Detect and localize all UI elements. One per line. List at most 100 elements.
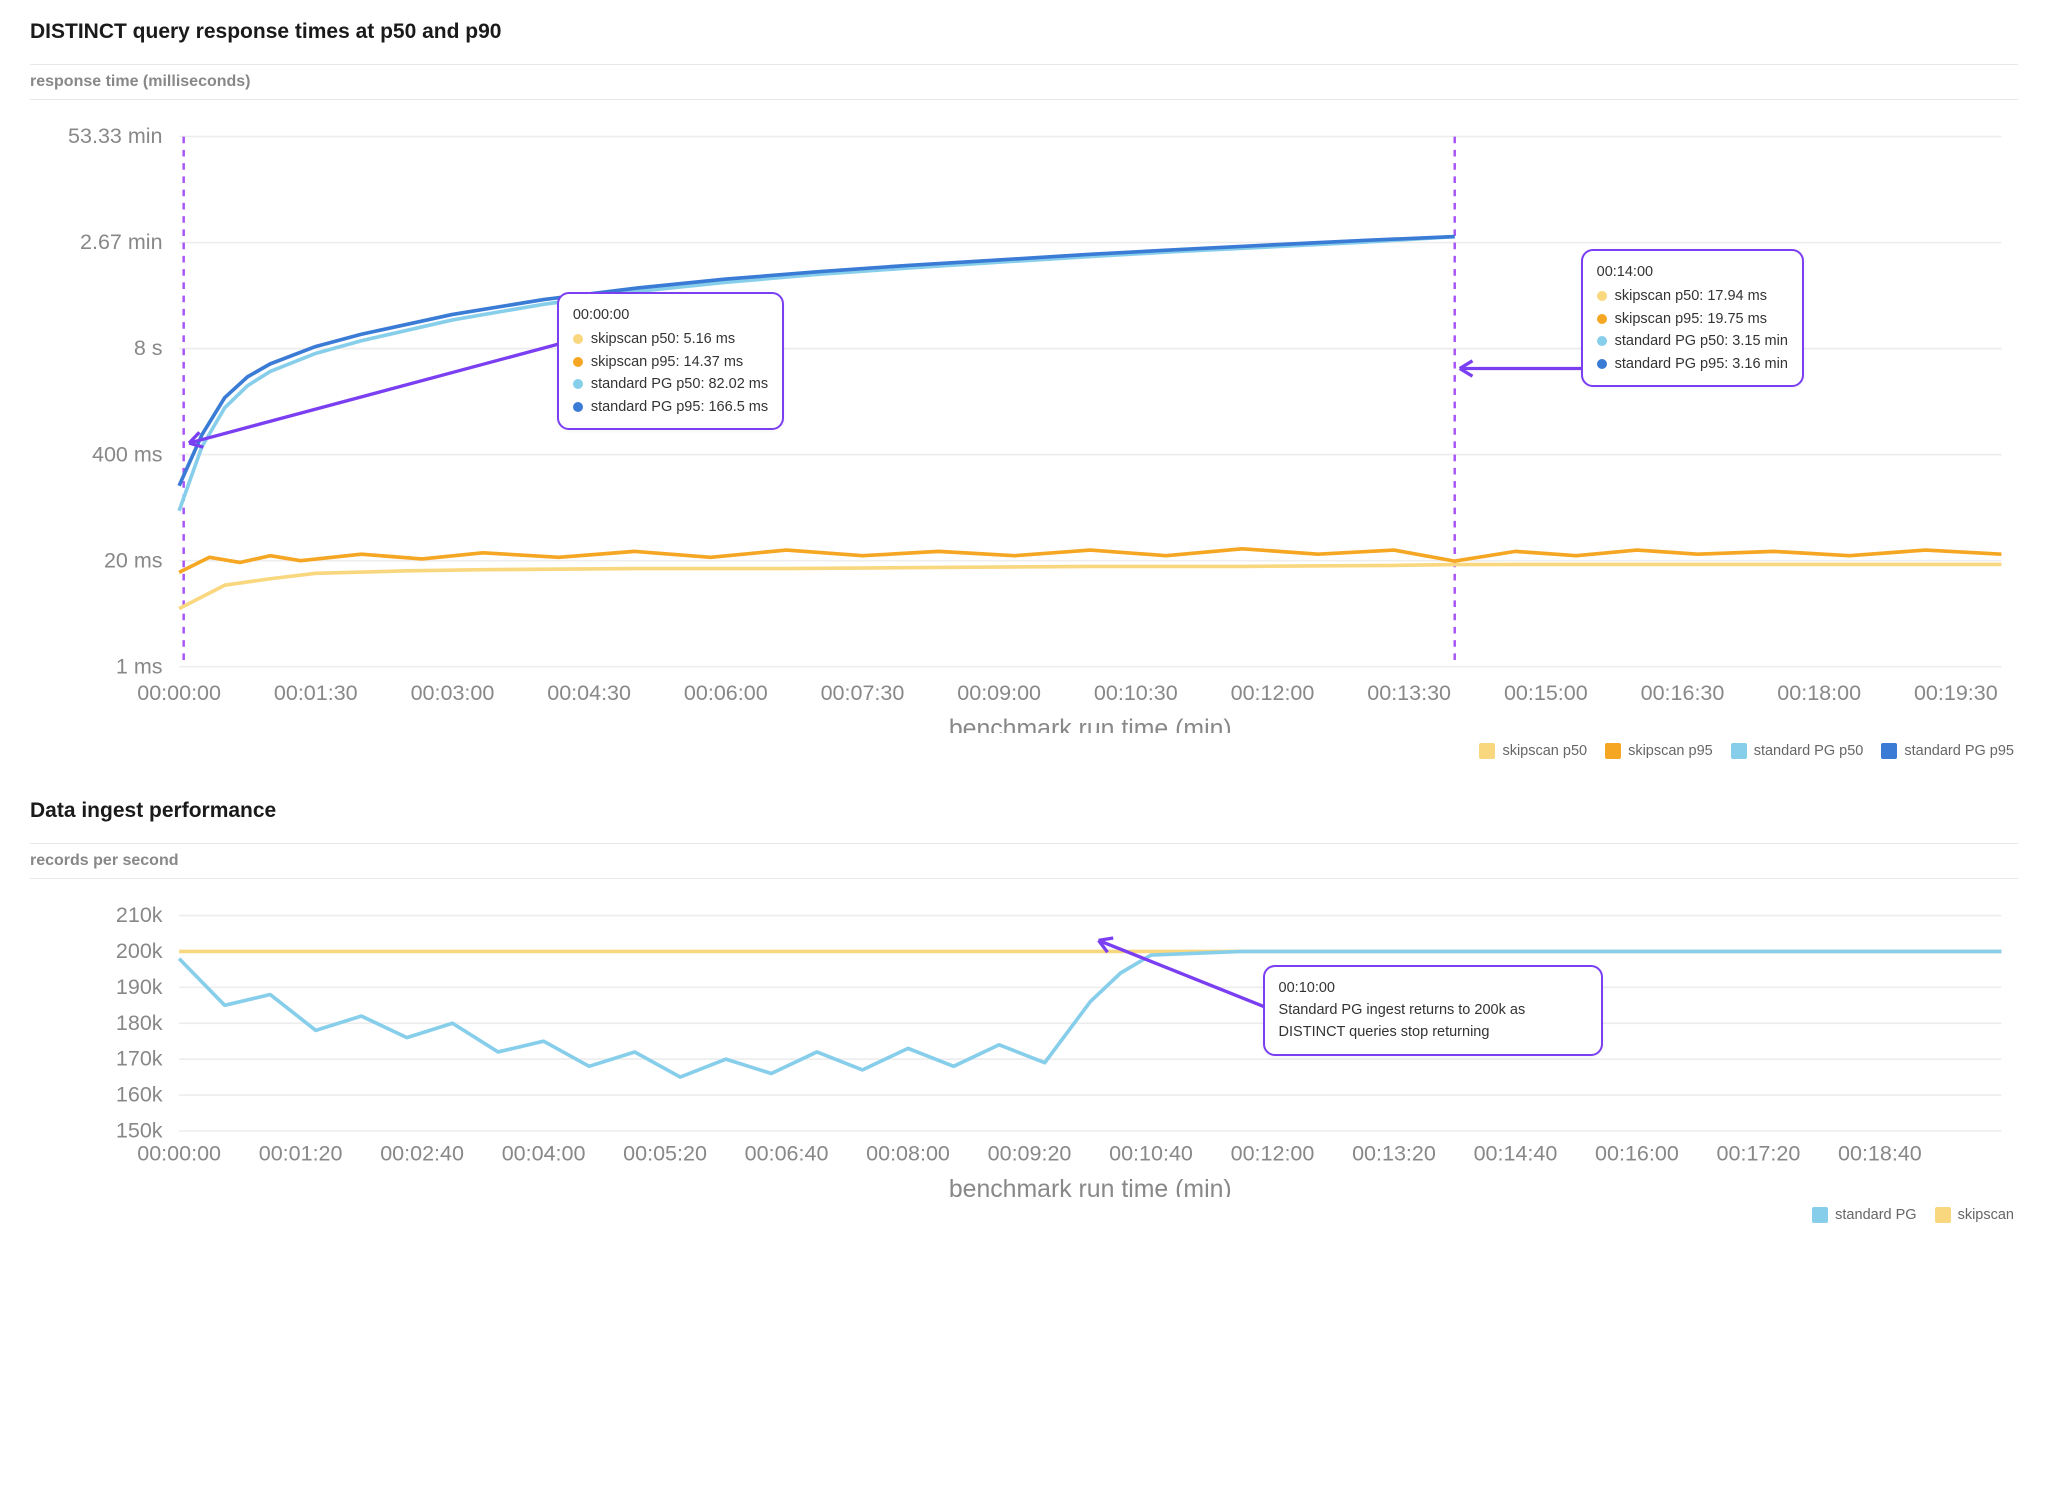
svg-text:00:04:00: 00:04:00 [502, 1142, 586, 1166]
svg-text:benchmark run time (min): benchmark run time (min) [949, 1176, 1232, 1197]
svg-text:00:04:30: 00:04:30 [547, 681, 631, 705]
legend-item: skipscan [1935, 1207, 2014, 1223]
svg-text:8 s: 8 s [134, 336, 163, 360]
svg-text:400 ms: 400 ms [92, 442, 163, 466]
svg-text:190k: 190k [116, 975, 163, 999]
callout-row: standard PG p50: 82.02 ms [573, 373, 768, 395]
legend-label: standard PG p50 [1754, 743, 1864, 759]
legend-label: skipscan [1958, 1207, 2014, 1223]
legend-item: skipscan p50 [1479, 743, 1587, 759]
svg-text:00:12:00: 00:12:00 [1231, 681, 1315, 705]
callout-row: skipscan p95: 19.75 ms [1597, 308, 1788, 330]
callout-row: skipscan p50: 5.16 ms [573, 328, 768, 350]
chart1-section: DISTINCT query response times at p50 and… [30, 20, 2018, 759]
callout-value: standard PG p50: 82.02 ms [591, 373, 768, 395]
svg-text:00:18:00: 00:18:00 [1777, 681, 1861, 705]
svg-text:00:13:20: 00:13:20 [1352, 1142, 1436, 1166]
svg-text:00:01:20: 00:01:20 [259, 1142, 343, 1166]
svg-text:20 ms: 20 ms [104, 548, 163, 572]
chart1-svg: 1 ms 20 ms 400 ms 8 s 2.67 min 53.33 min 00:00… [30, 120, 2018, 733]
chart1-callout-start: 00:00:00skipscan p50: 5.16 msskipscan p9… [557, 292, 784, 430]
svg-text:00:14:40: 00:14:40 [1474, 1142, 1558, 1166]
callout-value: standard PG p95: 3.16 min [1615, 353, 1788, 375]
series-dot [1597, 336, 1607, 346]
chart2-callout: 00:10:00Standard PG ingest returns to 20… [1263, 965, 1603, 1056]
svg-text:00:10:40: 00:10:40 [1109, 1142, 1193, 1166]
legend-item: standard PG p95 [1881, 743, 2014, 759]
svg-text:00:02:40: 00:02:40 [380, 1142, 464, 1166]
callout-row: skipscan p95: 14.37 ms [573, 351, 768, 373]
callout-row: standard PG p95: 3.16 min [1597, 353, 1788, 375]
svg-text:00:06:00: 00:06:00 [684, 681, 768, 705]
series-dot [1597, 359, 1607, 369]
callout-title: 00:10:00 [1279, 977, 1587, 999]
svg-text:210k: 210k [116, 903, 163, 927]
svg-text:00:07:30: 00:07:30 [821, 681, 905, 705]
svg-text:00:09:20: 00:09:20 [988, 1142, 1072, 1166]
svg-text:benchmark run time (min): benchmark run time (min) [949, 715, 1232, 733]
callout-title: 00:00:00 [573, 304, 768, 326]
legend-item: standard PG [1812, 1207, 1916, 1223]
callout-value: skipscan p50: 5.16 ms [591, 328, 735, 350]
callout-value: skipscan p50: 17.94 ms [1615, 285, 1767, 307]
legend-swatch [1935, 1207, 1951, 1223]
series-dot [1597, 291, 1607, 301]
series-dot [573, 357, 583, 367]
legend-swatch [1479, 743, 1495, 759]
series-dot [1597, 314, 1607, 324]
svg-text:00:00:00: 00:00:00 [137, 1142, 221, 1166]
svg-text:00:16:30: 00:16:30 [1641, 681, 1725, 705]
svg-text:00:15:00: 00:15:00 [1504, 681, 1588, 705]
legend-label: skipscan p95 [1628, 743, 1713, 759]
svg-text:00:05:20: 00:05:20 [623, 1142, 707, 1166]
chart2-legend: standard PG skipscan [30, 1197, 2018, 1223]
chart1-title: DISTINCT query response times at p50 and… [30, 20, 2018, 52]
svg-text:2.67 min: 2.67 min [80, 230, 163, 254]
chart2-title: Data ingest performance [30, 799, 2018, 831]
svg-text:160k: 160k [116, 1083, 163, 1107]
chart1-plot-area: 1 ms 20 ms 400 ms 8 s 2.67 min 53.33 min 00:00… [30, 120, 2018, 733]
callout-value: skipscan p95: 19.75 ms [1615, 308, 1767, 330]
svg-text:00:00:00: 00:00:00 [137, 681, 221, 705]
chart2-svg: 150k 160k 170k 180k 190k 200k 210k 00:00:00 00:0… [30, 899, 2018, 1197]
callout-title: 00:14:00 [1597, 261, 1788, 283]
legend-swatch [1605, 743, 1621, 759]
legend-item: standard PG p50 [1731, 743, 1864, 759]
svg-text:200k: 200k [116, 939, 163, 963]
legend-item: skipscan p95 [1605, 743, 1713, 759]
svg-text:00:09:00: 00:09:00 [957, 681, 1041, 705]
legend-label: standard PG p95 [1904, 743, 2014, 759]
callout-body: Standard PG ingest returns to 200k as DI… [1279, 999, 1587, 1044]
svg-text:00:08:00: 00:08:00 [866, 1142, 950, 1166]
svg-text:53.33 min: 53.33 min [68, 124, 163, 148]
svg-text:00:13:30: 00:13:30 [1367, 681, 1451, 705]
legend-swatch [1881, 743, 1897, 759]
svg-text:00:12:00: 00:12:00 [1231, 1142, 1315, 1166]
svg-text:00:18:40: 00:18:40 [1838, 1142, 1922, 1166]
series-dot [573, 379, 583, 389]
svg-text:00:17:20: 00:17:20 [1717, 1142, 1801, 1166]
series-dot [573, 402, 583, 412]
svg-text:00:03:00: 00:03:00 [411, 681, 495, 705]
svg-text:150k: 150k [116, 1119, 163, 1143]
callout-value: standard PG p95: 166.5 ms [591, 396, 768, 418]
chart2-subtitle: records per second [30, 843, 2018, 879]
callout-row: skipscan p50: 17.94 ms [1597, 285, 1788, 307]
series-dot [573, 334, 583, 344]
svg-text:1 ms: 1 ms [116, 654, 163, 678]
svg-text:00:19:30: 00:19:30 [1914, 681, 1998, 705]
chart2-plot-area: 150k 160k 170k 180k 190k 200k 210k 00:00:00 00:0… [30, 899, 2018, 1197]
svg-text:180k: 180k [116, 1011, 163, 1035]
callout-row: standard PG p95: 166.5 ms [573, 396, 768, 418]
chart1-callout-end: 00:14:00skipscan p50: 17.94 msskipscan p… [1581, 249, 1804, 387]
legend-label: standard PG [1835, 1207, 1916, 1223]
svg-text:00:10:30: 00:10:30 [1094, 681, 1178, 705]
callout-value: skipscan p95: 14.37 ms [591, 351, 743, 373]
svg-text:00:06:40: 00:06:40 [745, 1142, 829, 1166]
callout-row: standard PG p50: 3.15 min [1597, 330, 1788, 352]
chart1-legend: skipscan p50 skipscan p95 standard PG p50 s… [30, 733, 2018, 759]
svg-text:170k: 170k [116, 1047, 163, 1071]
chart1-subtitle: response time (milliseconds) [30, 64, 2018, 100]
svg-text:00:16:00: 00:16:00 [1595, 1142, 1679, 1166]
legend-label: skipscan p50 [1502, 743, 1587, 759]
